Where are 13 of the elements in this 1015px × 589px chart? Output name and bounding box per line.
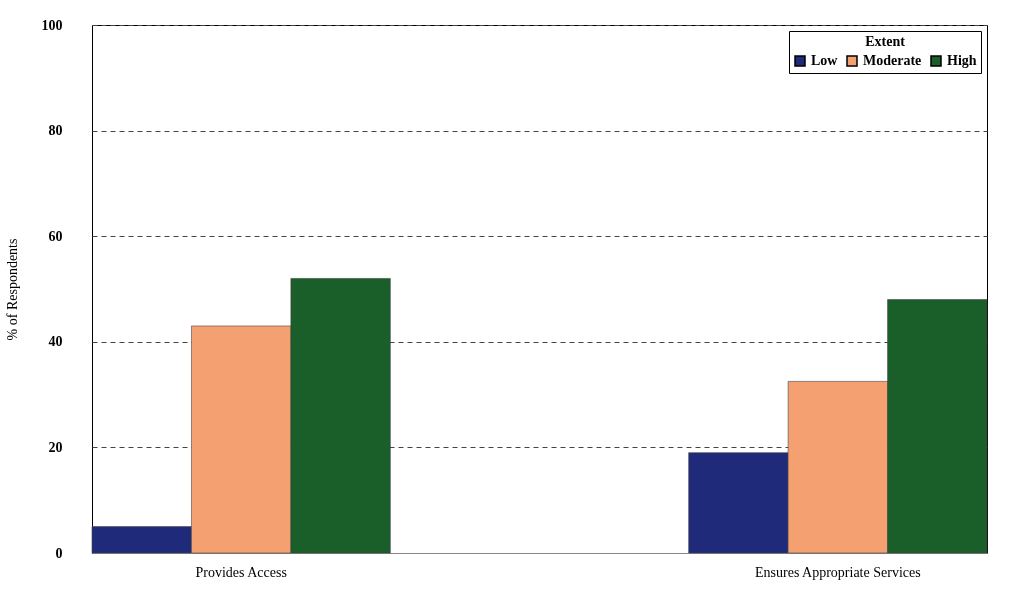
y-tick-label: 100 (41, 17, 63, 33)
x-tick-label: Ensures Appropriate Services (755, 564, 921, 580)
y-tick-label: 40 (48, 334, 63, 350)
legend-title: Extent (865, 34, 906, 49)
legend-label: Moderate (863, 53, 922, 68)
legend-label: Low (811, 53, 839, 68)
y-tick-label: 20 (48, 439, 63, 455)
x-tick-label: Provides Access (195, 564, 287, 580)
y-tick-label: 60 (48, 228, 63, 244)
y-axis-title: % of Respondents (4, 238, 20, 341)
y-tick-label: 80 (48, 123, 63, 139)
y-tick-label: 0 (55, 545, 63, 561)
legend-label: High (947, 53, 977, 68)
